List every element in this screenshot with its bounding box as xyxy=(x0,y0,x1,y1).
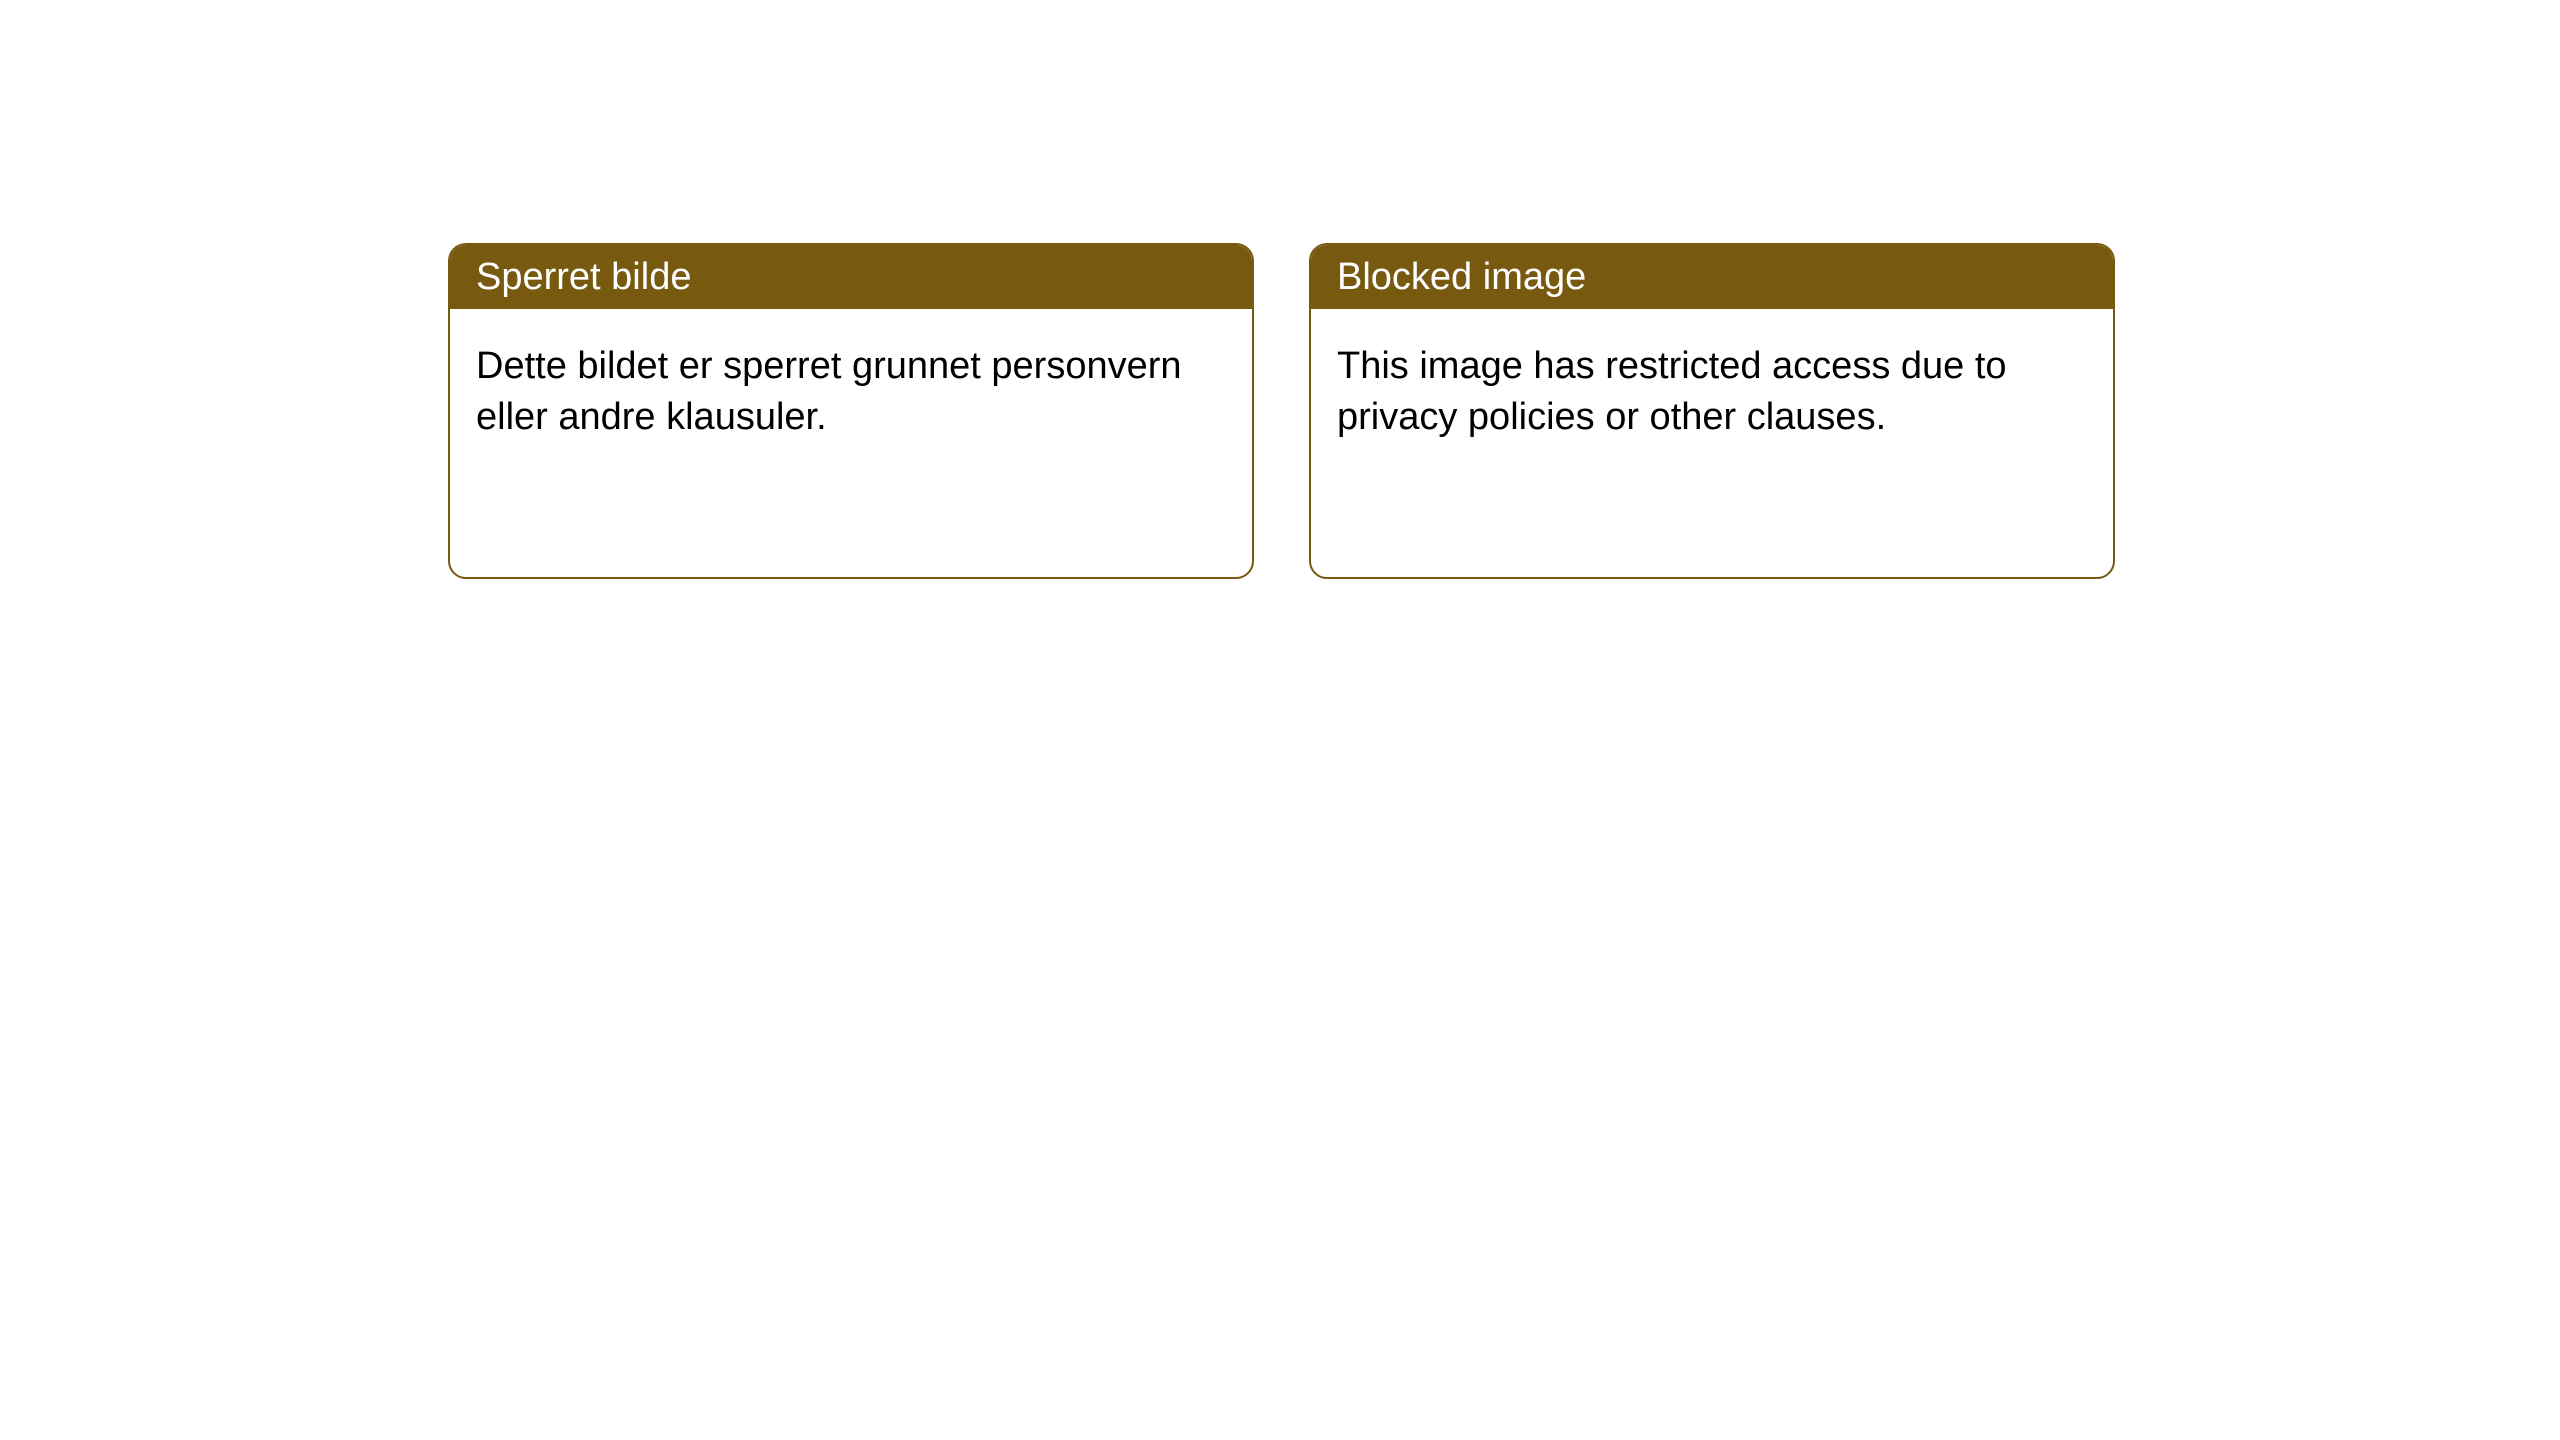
card-body: Dette bildet er sperret grunnet personve… xyxy=(450,309,1252,470)
card-header: Sperret bilde xyxy=(450,245,1252,309)
card-body-text: This image has restricted access due to … xyxy=(1337,345,2007,438)
card-body-text: Dette bildet er sperret grunnet personve… xyxy=(476,345,1182,438)
blocked-image-card-en: Blocked image This image has restricted … xyxy=(1309,243,2115,579)
blocked-image-cards: Sperret bilde Dette bildet er sperret gr… xyxy=(448,243,2115,579)
card-title: Sperret bilde xyxy=(476,256,691,298)
blocked-image-card-no: Sperret bilde Dette bildet er sperret gr… xyxy=(448,243,1254,579)
card-title: Blocked image xyxy=(1337,256,1586,298)
card-body: This image has restricted access due to … xyxy=(1311,309,2113,470)
card-header: Blocked image xyxy=(1311,245,2113,309)
